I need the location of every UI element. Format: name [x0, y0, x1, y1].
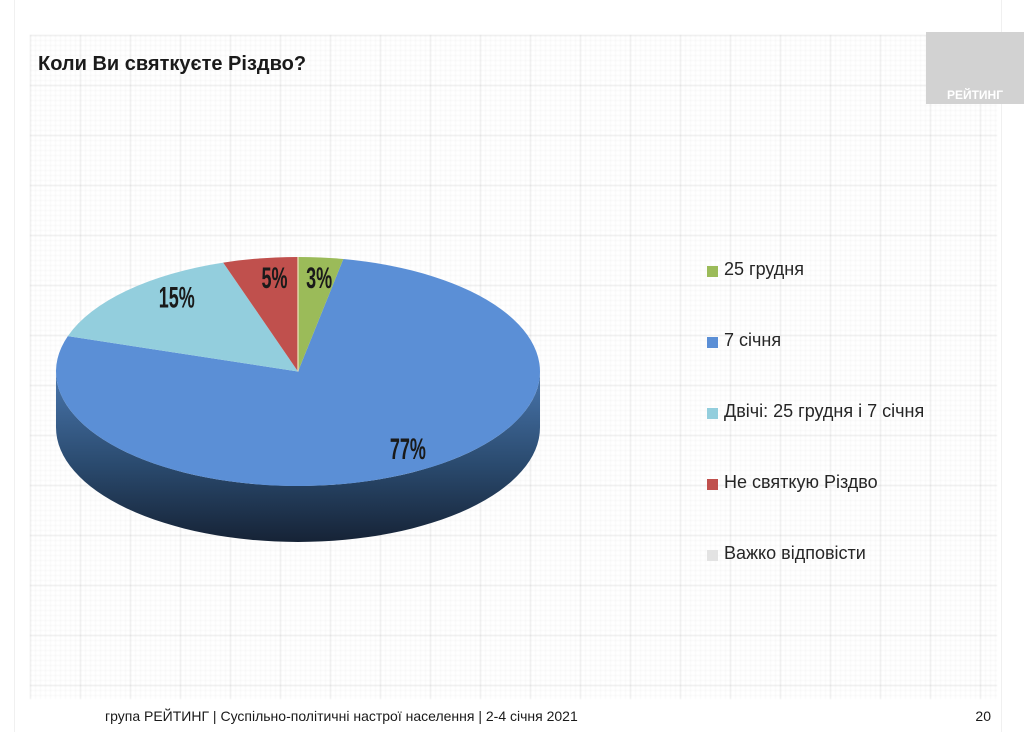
svg-text:77%: 77% — [390, 434, 426, 467]
svg-text:3%: 3% — [306, 263, 332, 296]
svg-text:5%: 5% — [261, 263, 287, 296]
svg-text:15%: 15% — [159, 282, 195, 315]
